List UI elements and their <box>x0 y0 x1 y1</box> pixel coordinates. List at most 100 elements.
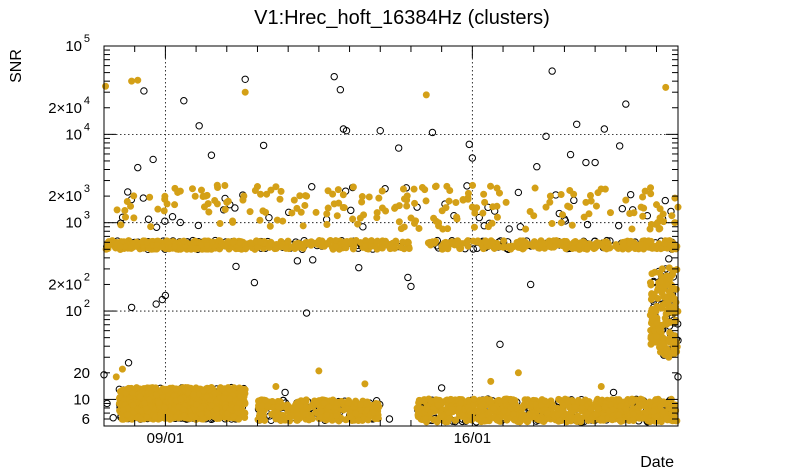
gold-point <box>171 201 179 209</box>
gold-point <box>668 282 676 290</box>
gold-point <box>276 195 284 203</box>
gold-point <box>615 396 623 404</box>
black-point <box>250 278 259 287</box>
black-point <box>407 282 415 291</box>
gold-point <box>284 237 292 245</box>
gold-point <box>251 186 259 194</box>
gold-point <box>470 395 478 403</box>
gold-point <box>129 401 137 409</box>
black-point <box>469 245 477 253</box>
black-point <box>622 100 630 108</box>
gold-point <box>603 245 611 253</box>
gold-point <box>254 416 262 424</box>
gold-point <box>288 209 296 217</box>
gold-point <box>188 412 196 420</box>
gold-point <box>422 197 430 205</box>
gold-point <box>375 194 383 202</box>
gold-point <box>568 244 576 252</box>
gold-point <box>666 308 674 316</box>
gold-point <box>292 404 300 412</box>
gold-point <box>392 237 400 245</box>
gold-point <box>154 205 162 213</box>
gold-point <box>422 415 430 423</box>
gold-point <box>608 416 616 424</box>
gold-point <box>670 403 678 411</box>
gold-point <box>274 403 282 411</box>
black-point <box>437 384 446 392</box>
gold-point <box>293 415 301 423</box>
gold-point <box>630 243 638 251</box>
gold-point <box>263 190 271 198</box>
gold-point <box>354 416 362 424</box>
black-point <box>505 225 513 233</box>
gold-point <box>445 415 453 423</box>
gold-point <box>171 242 179 250</box>
gold-point <box>218 239 226 247</box>
gold-point <box>392 203 400 211</box>
gold-point <box>367 242 375 250</box>
gold-point <box>397 225 405 233</box>
gold-point <box>192 400 200 408</box>
y-tick-label: 20 <box>73 365 90 382</box>
gold-point <box>637 203 645 211</box>
gold-point <box>351 409 359 417</box>
gold-point <box>652 396 660 404</box>
y-axis-label: SNR <box>8 49 25 83</box>
gold-point <box>659 301 667 309</box>
gold-point <box>338 398 346 406</box>
gold-point <box>199 387 207 395</box>
gold-point <box>502 198 510 206</box>
gold-point <box>469 181 477 189</box>
gold-point <box>349 183 357 191</box>
y-tick-label: 2×10 <box>48 100 82 117</box>
gold-point <box>256 238 264 246</box>
black-point <box>207 151 216 159</box>
gold-point <box>548 219 556 227</box>
gold-point <box>240 192 248 200</box>
gold-point <box>420 397 428 405</box>
gold-point <box>146 193 154 201</box>
gold-point <box>330 200 338 208</box>
black-point <box>124 359 133 367</box>
gold-point <box>123 197 131 205</box>
gold-point <box>501 395 509 403</box>
gold-point <box>546 192 554 200</box>
black-point <box>570 196 578 205</box>
black-point <box>614 221 623 230</box>
gold-point <box>378 244 386 252</box>
gold-point <box>656 327 664 335</box>
gold-point <box>260 411 268 419</box>
gold-point <box>670 295 678 303</box>
gold-point <box>399 238 407 246</box>
gold-point <box>522 225 530 233</box>
gold-point <box>318 237 326 245</box>
gold-point <box>653 319 661 327</box>
black-point <box>309 256 317 264</box>
gold-point <box>629 416 637 424</box>
gold-point <box>225 386 233 394</box>
gold-point <box>136 393 144 401</box>
gold-point <box>477 402 485 410</box>
gold-point <box>223 410 231 418</box>
black-point <box>140 87 148 95</box>
gold-point <box>418 183 426 191</box>
gold-point <box>410 219 418 227</box>
gold-point <box>272 183 280 191</box>
black-point <box>149 155 157 164</box>
gold-point <box>180 412 188 420</box>
gold-point <box>580 213 588 221</box>
gold-point <box>657 277 665 285</box>
gold-point <box>365 193 373 201</box>
gold-point <box>267 186 275 194</box>
gold-point <box>382 207 390 215</box>
gold-point <box>531 184 539 192</box>
gold-point <box>277 187 285 195</box>
gold-point <box>389 244 397 252</box>
gold-point <box>403 202 411 210</box>
gold-point <box>214 184 222 192</box>
black-point <box>548 67 556 75</box>
gold-point <box>213 405 221 413</box>
gold-point <box>622 405 630 413</box>
gold-point <box>285 414 293 422</box>
